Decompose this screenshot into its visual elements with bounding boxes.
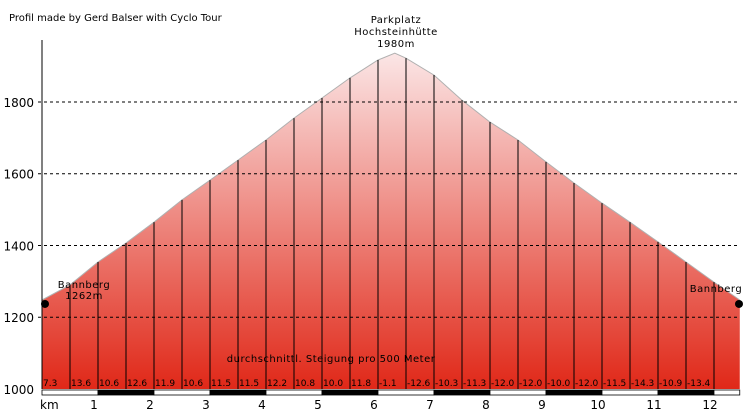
x-tick-label: 4 [258, 398, 266, 412]
summit-name-line1: Parkplatz [371, 15, 422, 26]
km-scale-bar [713, 389, 741, 396]
km-scale-bar [153, 389, 211, 396]
gradient-label: 10.6 [183, 379, 203, 389]
km-scale-bar [97, 389, 155, 396]
km-scale-bar [489, 389, 547, 396]
x-tick-label: 5 [314, 398, 322, 412]
x-tick-label: 9 [538, 398, 546, 412]
km-scale-bar [321, 389, 379, 396]
gradient-label: 13.6 [71, 379, 91, 389]
x-axis-label: km [40, 398, 59, 412]
x-tick-label: 8 [482, 398, 490, 412]
y-tick-label: 1600 [3, 168, 34, 182]
gradient-label: 7.3 [43, 379, 57, 389]
y-tick-label: 1000 [3, 383, 34, 397]
km-scale-bar [601, 389, 659, 396]
y-tick-label: 1800 [3, 96, 34, 110]
gradient-label: -12.0 [491, 379, 515, 389]
gradient-label: -12.0 [575, 379, 599, 389]
gradient-label: 11.9 [155, 379, 175, 389]
gradient-label: -10.0 [547, 379, 571, 389]
x-tick-label: 3 [202, 398, 210, 412]
km-scale-bar [433, 389, 491, 396]
gradient-label: -11.3 [463, 379, 486, 389]
km-scale-bar [265, 389, 323, 396]
x-tick-label: 10 [590, 398, 605, 412]
gradient-label: -12.6 [407, 379, 431, 389]
end-name: Bannberg [690, 284, 742, 295]
x-tick-label: 12 [702, 398, 717, 412]
km-scale-bar [377, 389, 435, 396]
y-tick-label: 1400 [3, 239, 34, 253]
start-elevation: 1262m [65, 291, 103, 302]
km-scale-bar [41, 389, 99, 396]
gradient-label: -14.3 [631, 379, 654, 389]
gradient-label: 11.5 [239, 379, 259, 389]
gradient-label: -10.9 [659, 379, 683, 389]
x-tick-label: 11 [646, 398, 661, 412]
end-point-marker [735, 299, 743, 308]
x-tick-label: 1 [90, 398, 98, 412]
summit-name-line2: Hochsteinhütte [354, 27, 438, 38]
km-scale-bar [657, 389, 715, 396]
summit-elevation: 1980m [377, 39, 415, 50]
gradient-label: 10.8 [295, 379, 315, 389]
start-point-marker [41, 299, 49, 308]
x-tick-label: 6 [370, 398, 378, 412]
start-name: Bannberg [58, 280, 110, 291]
gradient-label: -11.5 [603, 379, 626, 389]
gradient-caption: durchschnittl. Steigung pro 500 Meter [227, 354, 436, 365]
credit-text: Profil made by Gerd Balser with Cyclo To… [9, 13, 223, 24]
gradient-label: -10.3 [435, 379, 458, 389]
x-tick-label: 7 [426, 398, 434, 412]
gradient-label: 10.6 [99, 379, 119, 389]
km-scale-bar [209, 389, 267, 396]
x-tick-label: 2 [146, 398, 154, 412]
gradient-label: -12.0 [519, 379, 543, 389]
gradient-label: 10.0 [323, 379, 343, 389]
gradient-label: -13.4 [687, 379, 711, 389]
gradient-label: -1.1 [379, 379, 397, 389]
profile-outline [41, 52, 741, 301]
km-scale-bar [545, 389, 603, 396]
profile-area [42, 53, 740, 389]
y-tick-label: 1200 [3, 311, 34, 325]
gradient-label: 11.8 [351, 379, 371, 389]
gradient-label: 12.2 [267, 379, 287, 389]
gradient-label: 12.6 [127, 379, 147, 389]
gradient-label: 11.5 [211, 379, 231, 389]
